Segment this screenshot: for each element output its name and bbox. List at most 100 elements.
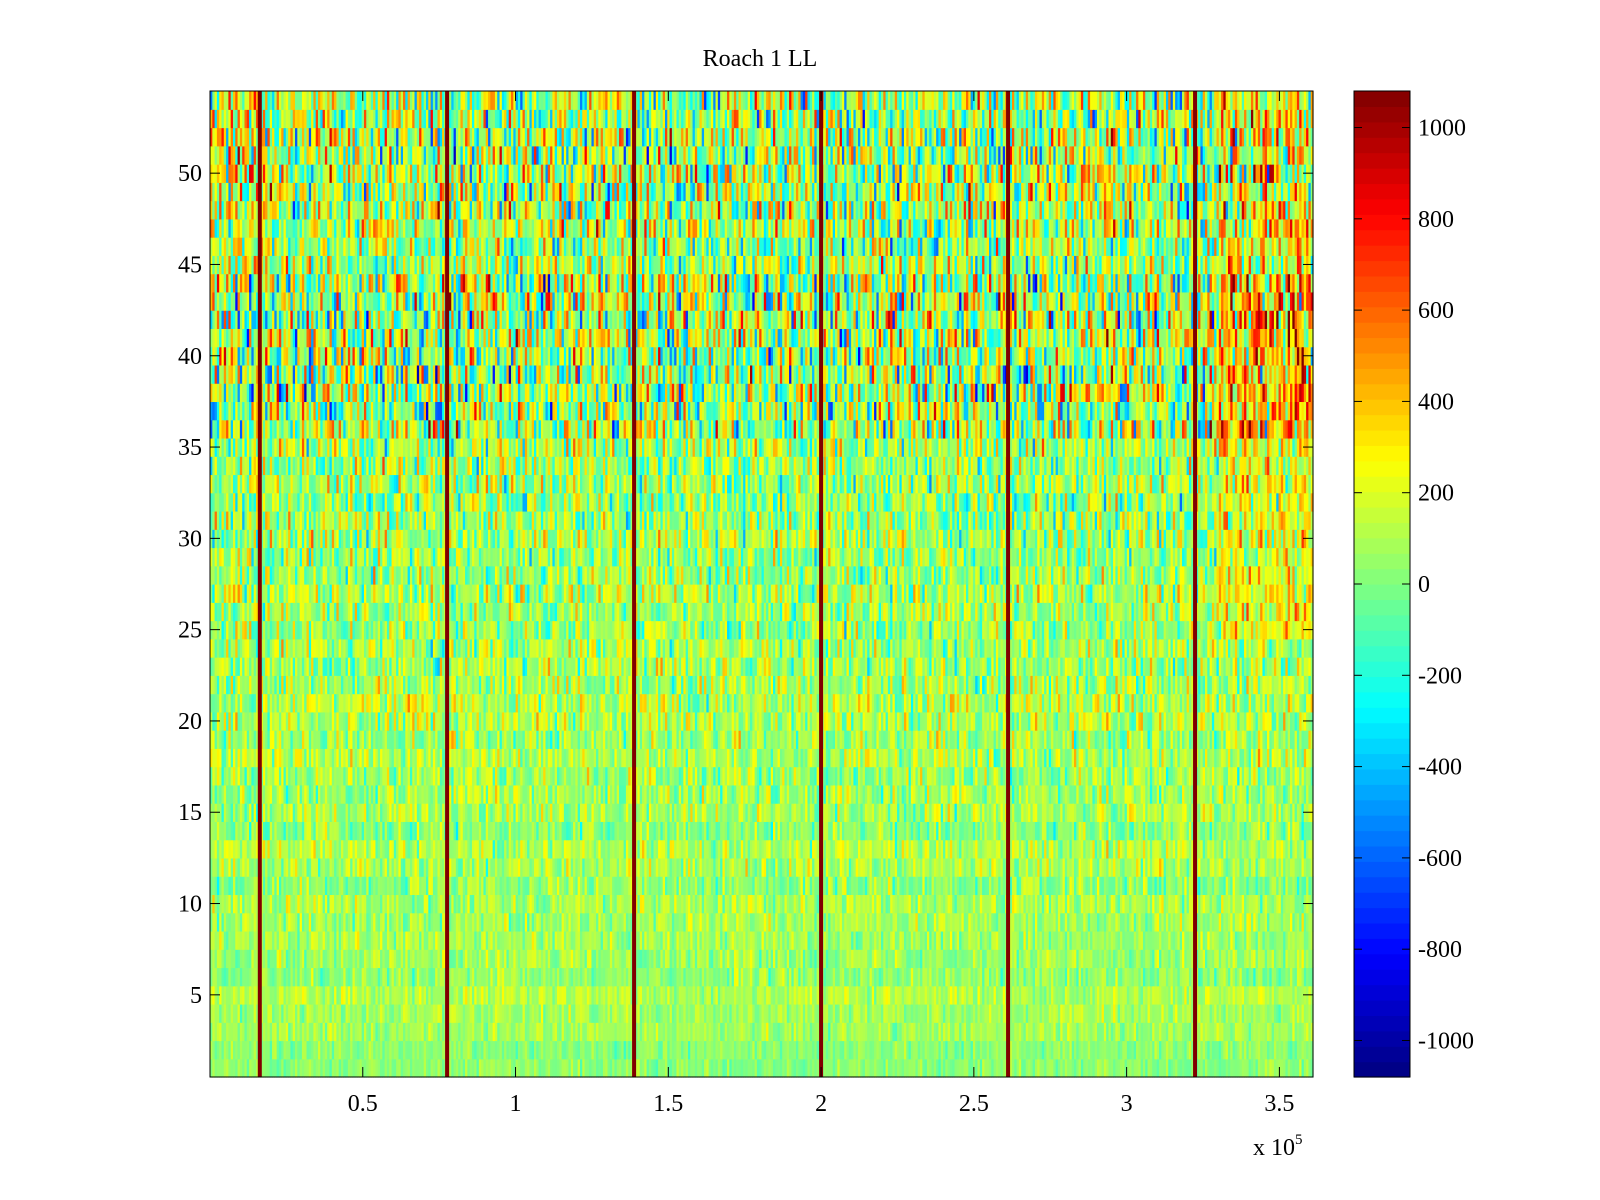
heatmap-cell <box>1232 985 1236 1005</box>
heatmap-cell <box>320 967 324 987</box>
heatmap-cell <box>283 1003 287 1023</box>
heatmap-cell <box>871 1003 875 1023</box>
heatmap-cell <box>1110 1022 1114 1042</box>
heatmap-cell <box>733 1022 737 1042</box>
heatmap-cell <box>644 1022 648 1042</box>
heatmap-cell <box>844 1040 848 1060</box>
heatmap-cell <box>616 1058 620 1078</box>
heatmap-cell <box>784 1058 788 1078</box>
heatmap-cell <box>674 1040 678 1060</box>
heatmap-cell <box>421 985 425 1005</box>
heatmap-cell <box>515 1003 519 1023</box>
heatmap-cell <box>628 1040 632 1060</box>
heatmap-cell <box>340 985 344 1005</box>
heatmap-cell <box>740 1040 744 1060</box>
heatmap-cell <box>855 1022 859 1042</box>
heatmap-cell <box>1184 1003 1188 1023</box>
heatmap-cell <box>340 967 344 987</box>
heatmap-cell <box>961 1058 965 1078</box>
heatmap-cell <box>419 1003 423 1023</box>
heatmap-cell <box>867 985 871 1005</box>
heatmap-cell <box>1306 1022 1310 1042</box>
heatmap-cell <box>1103 1040 1107 1060</box>
heatmap-cell <box>625 949 629 969</box>
heatmap-cell <box>1241 1022 1245 1042</box>
heatmap-cell <box>481 967 485 987</box>
heatmap-cell <box>651 1003 655 1023</box>
heatmap-cell <box>1051 967 1054 987</box>
heatmap-cell <box>467 1022 471 1042</box>
heatmap-cell <box>621 985 625 1005</box>
heatmap-cell <box>253 1040 257 1060</box>
heatmap-cell <box>731 967 735 987</box>
heatmap-cell <box>1209 1022 1213 1042</box>
heatmap-cell <box>226 1058 229 1078</box>
heatmap-cell <box>1179 1058 1183 1078</box>
heatmap-cell <box>1223 1003 1227 1023</box>
heatmap-cell <box>511 1058 514 1078</box>
heatmap-cell <box>710 967 714 987</box>
heatmap-cell <box>442 949 445 969</box>
heatmap-cell <box>405 1022 409 1042</box>
heatmap-cell <box>232 1003 236 1023</box>
heatmap-cell <box>851 1058 855 1078</box>
heatmap-cell <box>230 1003 234 1023</box>
heatmap-cell <box>766 1003 769 1023</box>
heatmap-cell <box>1308 1003 1312 1023</box>
heatmap-cell <box>1099 1058 1103 1078</box>
heatmap-cell <box>621 1022 625 1042</box>
heatmap-cell <box>1076 1040 1080 1060</box>
heatmap-cell <box>593 949 597 969</box>
heatmap-cell <box>929 967 933 987</box>
heatmap-cell <box>1184 1040 1188 1060</box>
heatmap-cell <box>625 1022 629 1042</box>
heatmap-cell <box>903 967 907 987</box>
heatmap-cell <box>416 1003 420 1023</box>
heatmap-cell <box>260 967 264 987</box>
heatmap-cell <box>1138 1003 1142 1023</box>
heatmap-cell <box>745 1040 749 1060</box>
heatmap-cell <box>253 1022 257 1042</box>
heatmap-cell <box>1018 1040 1022 1060</box>
heatmap-cell <box>1248 1058 1252 1078</box>
heatmap-cell <box>669 1040 673 1060</box>
heatmap-cell <box>1246 1022 1250 1042</box>
heatmap-cell <box>858 1022 861 1042</box>
heatmap-cell <box>747 1058 751 1078</box>
heatmap-cell <box>602 949 606 969</box>
heatmap-cell <box>1074 1022 1077 1042</box>
heatmap-cell <box>389 949 393 969</box>
heatmap-cell <box>575 967 579 987</box>
heatmap-cell <box>635 1003 639 1023</box>
heatmap-cell <box>1140 1022 1144 1042</box>
heatmap-cell <box>462 985 466 1005</box>
heatmap-cell <box>812 1040 815 1060</box>
heatmap-cell <box>455 1040 459 1060</box>
heatmap-cell <box>671 1058 675 1078</box>
heatmap-cell <box>1175 1003 1179 1023</box>
heatmap-cell <box>1278 1058 1282 1078</box>
heatmap-cell <box>357 1040 360 1060</box>
heatmap-cell <box>513 1022 517 1042</box>
heatmap-cell <box>409 1022 413 1042</box>
heatmap-cell <box>968 1003 972 1023</box>
heatmap-cell <box>660 1058 664 1078</box>
heatmap-cell <box>837 949 841 969</box>
heatmap-cell <box>451 985 455 1005</box>
heatmap-cell <box>1188 985 1192 1005</box>
heatmap-cell <box>1156 1022 1160 1042</box>
heatmap-cell <box>1034 1022 1038 1042</box>
heatmap-cell <box>747 985 751 1005</box>
heatmap-cell <box>685 1022 689 1042</box>
heatmap-cell <box>692 949 696 969</box>
heatmap-cell <box>1023 1040 1027 1060</box>
heatmap-cell <box>800 949 804 969</box>
heatmap-cell <box>375 949 379 969</box>
heatmap-cell <box>350 1040 354 1060</box>
heatmap-cell <box>465 949 468 969</box>
heatmap-cell <box>798 967 802 987</box>
heatmap-cell <box>1087 985 1091 1005</box>
heatmap-cell <box>1278 985 1282 1005</box>
heatmap-cell <box>435 1040 439 1060</box>
heatmap-cell <box>419 1058 423 1078</box>
